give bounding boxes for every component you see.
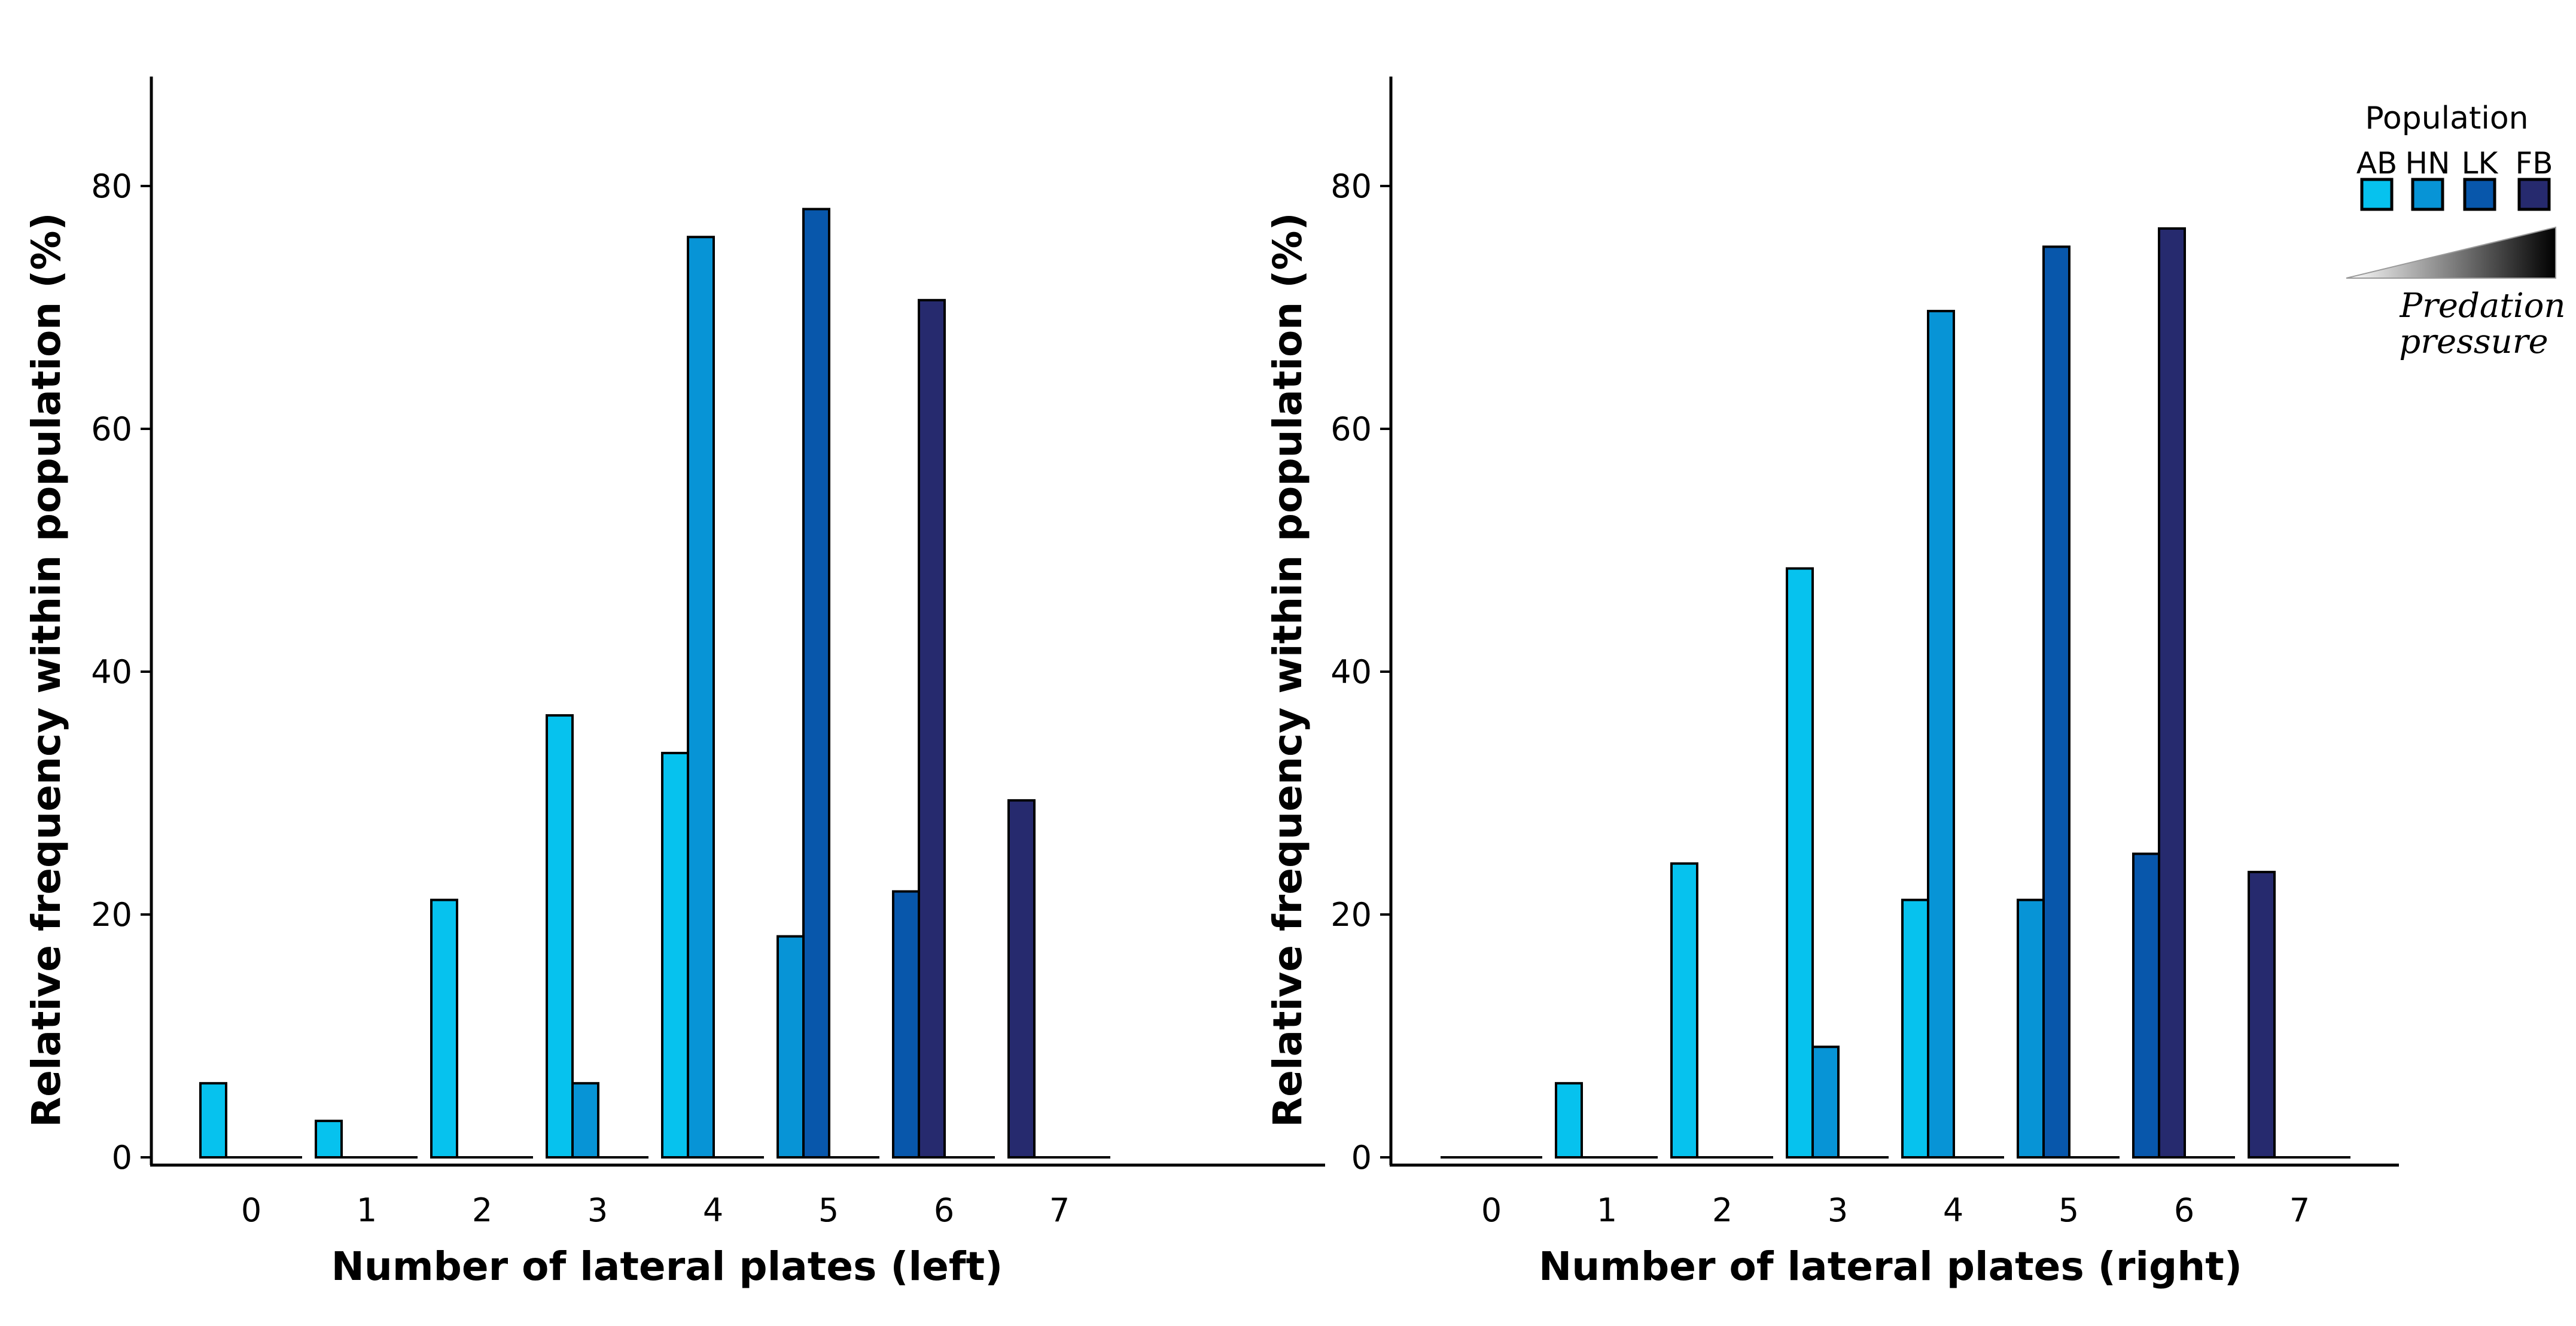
left-y-tick-label: 40 <box>91 653 132 691</box>
left-bar-ab-0 <box>199 1082 227 1159</box>
legend-swatch-fb <box>2517 178 2551 211</box>
left-y-axis-title: Relative frequency within population (%) <box>23 212 69 1127</box>
left-bar-ab-3 <box>546 714 574 1159</box>
right-x-tick-label: 5 <box>2059 1191 2079 1229</box>
left-bar-lk-5 <box>802 208 830 1159</box>
left-bar-ab-4 <box>661 752 689 1159</box>
right-x-tick-label: 1 <box>1597 1191 1617 1229</box>
left-y-tick-label: 0 <box>112 1139 132 1176</box>
right-x-tick-label: 7 <box>2289 1191 2310 1229</box>
legend-label-fb: FB <box>2515 146 2553 181</box>
legend-label-hn: HN <box>2406 146 2450 181</box>
left-x-tick-label: 1 <box>357 1191 377 1229</box>
legend-title: Population <box>2365 100 2528 136</box>
left-bar-lk-6 <box>892 890 920 1159</box>
right-bar-ab-1 <box>1555 1082 1583 1159</box>
chart-left-plates: 0 20 40 60 80 0 1 2 3 4 5 6 7 <box>91 77 1325 1229</box>
predation-label-line2: pressure <box>2399 322 2548 361</box>
left-x-tick-label: 5 <box>818 1191 839 1229</box>
legend-swatch-lk <box>2463 178 2496 211</box>
left-x-tick-label: 6 <box>934 1191 954 1229</box>
right-x-axis-title: Number of lateral plates (right) <box>1539 1243 2242 1290</box>
right-x-tick-label: 4 <box>1943 1191 1963 1229</box>
right-bar-ab-2 <box>1670 862 1698 1159</box>
predation-label-line1: Predation <box>2399 286 2565 325</box>
right-bar-ab-4 <box>1901 898 1929 1159</box>
legend: Population AB HN LK FB Predation pressure <box>2346 100 2566 361</box>
chart-right-plates: 0 20 40 60 80 0 1 2 3 4 5 6 7 <box>1330 77 2399 1229</box>
right-bar-lk-6 <box>2132 852 2160 1159</box>
left-y-tick-label: 20 <box>91 896 132 934</box>
right-y-tick-label: 60 <box>1330 410 1372 448</box>
right-x-tick-label: 3 <box>1828 1191 1848 1229</box>
predation-gradient-wedge <box>2346 226 2556 279</box>
right-x-tick-label: 2 <box>1712 1191 1732 1229</box>
left-x-tick-label: 7 <box>1049 1191 1070 1229</box>
right-bar-hn-3 <box>1811 1045 1840 1159</box>
right-x-tick-label: 6 <box>2174 1191 2194 1229</box>
left-bar-hn-4 <box>687 236 715 1159</box>
right-bar-fb-7 <box>2248 870 2276 1159</box>
right-bar-fb-6 <box>2158 227 2186 1159</box>
legend-items: AB HN LK FB <box>2356 146 2553 211</box>
left-bar-ab-2 <box>430 898 458 1159</box>
legend-label-ab: AB <box>2356 146 2398 181</box>
right-y-tick-label: 0 <box>1351 1139 1372 1176</box>
left-y-tick-label: 80 <box>91 167 132 205</box>
left-bar-ab-1 <box>315 1120 343 1159</box>
left-bar-hn-3 <box>571 1082 599 1159</box>
legend-swatch-ab <box>2360 178 2394 211</box>
left-bar-fb-6 <box>918 298 946 1159</box>
right-y-tick-label: 40 <box>1330 653 1372 691</box>
left-x-tick-label: 4 <box>703 1191 723 1229</box>
left-y-tick-label: 60 <box>91 410 132 448</box>
right-y-axis-title: Relative frequency within population (%) <box>1265 212 1311 1127</box>
left-bar-hn-5 <box>777 935 805 1159</box>
left-bar-fb-7 <box>1007 799 1036 1159</box>
right-bar-ab-3 <box>1786 567 1814 1159</box>
right-bar-hn-5 <box>2017 898 2045 1159</box>
right-bar-hn-4 <box>1927 310 1955 1159</box>
left-x-axis-title: Number of lateral plates (left) <box>331 1243 1003 1290</box>
right-y-tick-label: 20 <box>1330 896 1372 934</box>
left-x-tick-label: 3 <box>587 1191 608 1229</box>
legend-label-lk: LK <box>2462 146 2499 181</box>
right-bar-lk-5 <box>2042 245 2070 1159</box>
right-x-tick-label: 0 <box>1481 1191 1502 1229</box>
left-x-tick-label: 0 <box>241 1191 261 1229</box>
legend-swatch-hn <box>2411 178 2444 211</box>
right-y-tick-label: 80 <box>1330 167 1372 205</box>
left-x-tick-label: 2 <box>472 1191 492 1229</box>
